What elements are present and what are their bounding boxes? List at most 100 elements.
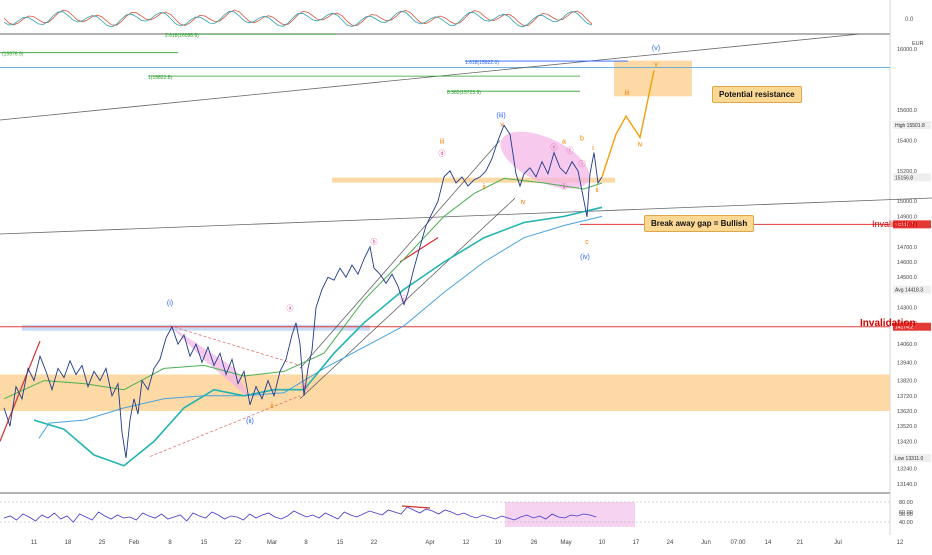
axis-unit-label: EUR [912, 41, 924, 47]
x-tick-label: 22 [235, 540, 242, 546]
x-tick-label: 21 [797, 540, 804, 546]
wave-label: a [562, 138, 566, 145]
price-badge-label: Low 13311.0 [895, 456, 923, 462]
support-band-blue [22, 324, 370, 331]
x-tick-label: 14 [765, 540, 772, 546]
y-tick-label: 15000.0 [897, 199, 917, 205]
wave-label: iv [520, 199, 526, 206]
x-tick-label: 8 [168, 540, 172, 546]
wave-label: ii [595, 187, 599, 194]
trendline-lower [0, 197, 932, 235]
y-tick-label: 13940.0 [897, 360, 917, 366]
y-tick-label: 14700.0 [897, 245, 917, 251]
price-badge [893, 173, 931, 182]
y-tick-label: 13520.0 [897, 424, 917, 430]
wave-circle-label: ⓕ [567, 147, 574, 155]
rsi-highlight-zone [505, 502, 635, 527]
top-indicator-line-red [3, 9, 593, 27]
wave-label: b [580, 135, 584, 142]
price-badge-label: Avg 14418.3 [895, 288, 923, 294]
x-tick-label: Apr [425, 540, 434, 546]
y-tick-label: 14060.0 [897, 342, 917, 348]
y-tick-label: 14300.0 [897, 306, 917, 312]
x-tick-label: 07:00 [730, 540, 746, 546]
x-tick-label: 19 [495, 540, 502, 546]
wave-label: ii [482, 184, 486, 191]
y-tick-label: 14500.0 [897, 275, 917, 281]
price-badge [893, 285, 931, 294]
rsi-tick-label: 80.00 [899, 500, 913, 506]
pink-wave-region-2 [500, 131, 590, 189]
channel-upper [299, 140, 501, 369]
wave-circle-label: ⓒ [401, 296, 408, 304]
wave-label: (iv) [580, 254, 590, 261]
x-tick-label: 10 [599, 540, 606, 546]
projected-wave-path [601, 70, 655, 178]
wave-label: (iii) [496, 113, 505, 120]
wave-circle-label: ⓖ [561, 183, 568, 191]
rsi-tick-label: 60.00 [899, 510, 913, 516]
x-tick-label: Feb [129, 540, 140, 546]
x-tick-label: 17 [633, 540, 640, 546]
y-tick-label: 15600.0 [897, 108, 917, 114]
fib-level-label: 1.618(15922.0) [465, 60, 499, 66]
price-badge-label: 14174.2 [895, 325, 913, 331]
x-tick-label: 22 [371, 540, 378, 546]
fib-level-label: (15976.9) [2, 52, 24, 58]
wave-circle-label: ⓘ [579, 160, 586, 168]
channel-lower [299, 197, 516, 400]
wave-circle-label: ⓗ [302, 384, 309, 392]
y-tick-label: 13620.0 [897, 409, 917, 415]
price-badge [893, 220, 931, 229]
moving-average-teal [33, 206, 603, 467]
rsi-divergence-line [401, 505, 431, 509]
wave-label: c [585, 239, 589, 246]
y-tick-label: 14600.0 [897, 260, 917, 266]
price-badge-label: High 15501.8 [895, 123, 925, 129]
x-tick-label: 12 [463, 540, 470, 546]
x-tick-label: 18 [65, 540, 72, 546]
y-tick-label: 15200.0 [897, 169, 917, 175]
y-tick-label: 13420.0 [897, 439, 917, 445]
price-badge-label: 15156.8 [895, 175, 913, 181]
support-zone [0, 374, 890, 411]
rsi-tick-label: 56.00 [899, 512, 913, 518]
dashed-line-2 [149, 395, 301, 457]
x-tick-label: 11 [31, 540, 38, 546]
fib-level-label: 0.382(15723.9) [447, 90, 481, 96]
y-tick-label: 15400.0 [897, 138, 917, 144]
top-indicator-tick: 0.0 [905, 17, 914, 23]
price-line [3, 124, 603, 458]
y-tick-label: 13240.0 [897, 467, 917, 473]
breakaway-gap-callout: Break away gap = Bullish [644, 215, 755, 232]
x-tick-label: Mar [267, 540, 277, 546]
wave-circle-label: ⓑ [371, 238, 378, 246]
x-tick-label: Jun [701, 540, 711, 546]
wave-label: i [592, 145, 594, 152]
y-tick-label: 13720.0 [897, 394, 917, 400]
y-tick-label: 16000.0 [897, 47, 917, 53]
x-tick-label: 25 [99, 540, 106, 546]
y-tick-label: 13820.0 [897, 379, 917, 385]
wave-label: iii [440, 138, 445, 145]
moving-average-blue [38, 215, 603, 439]
moving-average-green [3, 177, 603, 400]
price-badge [893, 120, 931, 129]
y-tick-label: 13140.0 [897, 482, 917, 488]
x-tick-label: 8 [304, 540, 308, 546]
invalidation-label-upper: Invalidation [872, 219, 918, 229]
x-tick-label: 15 [201, 540, 208, 546]
x-tick-label: Jul [834, 540, 842, 546]
wave-label: ii [270, 403, 274, 410]
wave-circle-label: ⓓ [439, 150, 446, 158]
y-tick-label: 14900.0 [897, 214, 917, 220]
wave-label: (ii) [246, 418, 254, 425]
wave-label: iii [625, 90, 630, 97]
wave-label: v [654, 62, 658, 69]
pink-wave-region-1 [170, 325, 250, 399]
invalidation-label-lower: Invalidation [860, 318, 916, 329]
x-tick-label: May [560, 540, 571, 546]
wave-label: (i) [167, 300, 173, 307]
